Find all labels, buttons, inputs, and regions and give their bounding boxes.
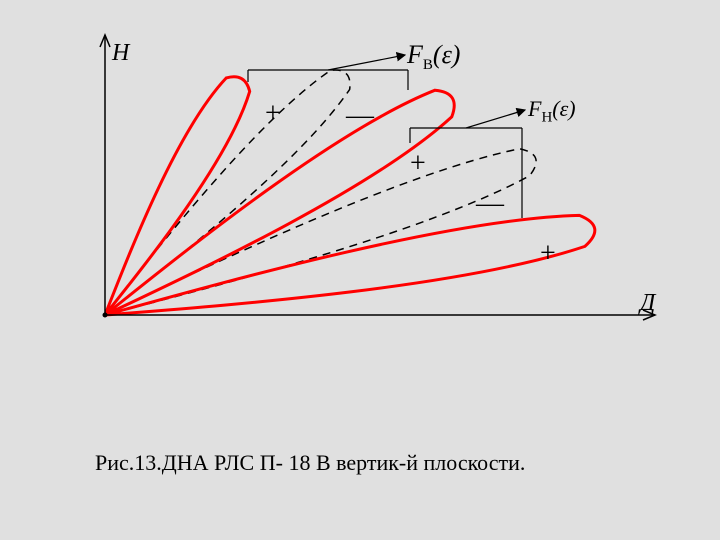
polarity-sign: + [540, 238, 556, 270]
figure-caption: Рис.13.ДНА РЛС П- 18 В вертик-й плоскост… [95, 450, 525, 476]
dashed-lobes [105, 70, 536, 315]
function-label: FВ(ε) [407, 40, 460, 74]
polarity-sign: + [410, 148, 426, 180]
polarity-sign: + [265, 98, 281, 130]
polarity-sign: — [476, 188, 504, 220]
axis-label-y: Н [112, 40, 129, 67]
polarity-sign: — [346, 100, 374, 132]
function-label: FН(ε) [528, 96, 576, 126]
axis-label-x: Д [640, 290, 655, 317]
